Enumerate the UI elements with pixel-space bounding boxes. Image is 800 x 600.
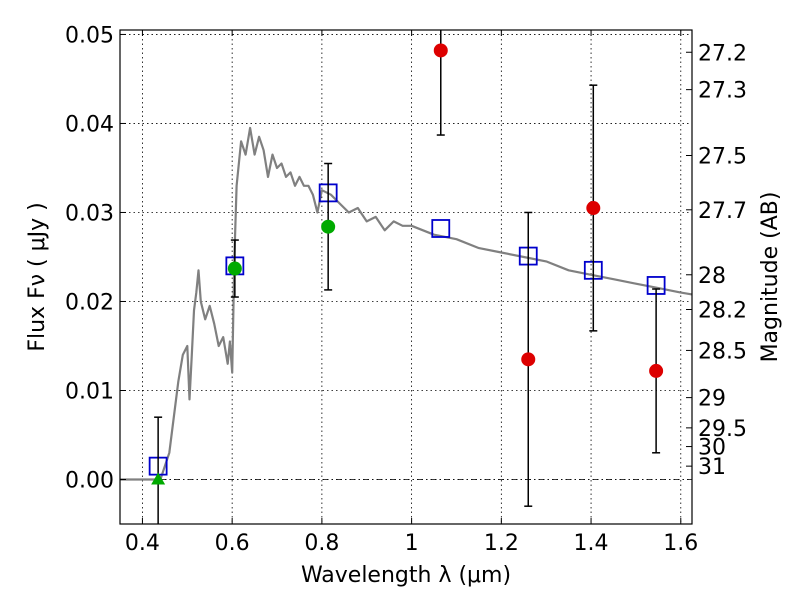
y-tick-label: 0.02 bbox=[65, 290, 114, 315]
square-marker bbox=[431, 219, 451, 238]
circle-marker bbox=[433, 43, 448, 58]
plot-frame bbox=[119, 29, 693, 525]
right-tick-label: 29 bbox=[698, 387, 726, 412]
circle-marker bbox=[586, 201, 601, 216]
right-tick-label: 30 bbox=[698, 436, 726, 461]
x-tick-label: 0.8 bbox=[304, 531, 339, 556]
circle-marker bbox=[521, 352, 536, 367]
right-tick-label: 31 bbox=[698, 455, 726, 480]
right-tick-label: 27.7 bbox=[698, 199, 747, 224]
x-tick-label: 1.6 bbox=[663, 531, 698, 556]
right-tick-label: 28 bbox=[698, 264, 726, 289]
circle-marker bbox=[321, 219, 336, 234]
y-tick-label: 0.03 bbox=[65, 201, 114, 226]
series-line bbox=[120, 126, 693, 481]
x-tick-label: 1 bbox=[405, 531, 419, 556]
y-tick-label: 0.00 bbox=[65, 468, 114, 493]
right-tick-label: 29.5 bbox=[698, 417, 747, 442]
x-tick-label: 1.4 bbox=[574, 531, 609, 556]
right-tick-label: 27.2 bbox=[698, 41, 747, 66]
right-tick-label: 28.5 bbox=[698, 339, 747, 364]
y-tick-label: 0.04 bbox=[65, 112, 114, 137]
right-tick-label: 28.2 bbox=[698, 298, 747, 323]
circle-marker bbox=[227, 261, 242, 276]
right-tick-label: 27.3 bbox=[698, 79, 747, 104]
right-axis-label: Magnitude (AB) bbox=[758, 192, 783, 363]
y-tick-label: 0.01 bbox=[65, 379, 114, 404]
x-tick-label: 0.6 bbox=[215, 531, 250, 556]
circle-marker bbox=[649, 363, 664, 378]
right-tick-label: 27.5 bbox=[698, 145, 747, 170]
plot-content bbox=[120, 30, 693, 524]
y-axis-label: Flux Fν ( μJy ) bbox=[25, 202, 50, 351]
x-axis-label: Wavelength λ (μm) bbox=[301, 563, 511, 588]
y-tick-label: 0.05 bbox=[65, 23, 114, 48]
x-tick-label: 0.4 bbox=[125, 531, 160, 556]
triangle-marker bbox=[151, 472, 166, 485]
ticks: 0.4 0.6 0.8 1 1.2 1.4 1.6 0.00 0.01 0.02 0.03 0.04 0… bbox=[65, 23, 747, 556]
grid bbox=[120, 30, 692, 524]
x-tick-label: 1.2 bbox=[484, 531, 519, 556]
